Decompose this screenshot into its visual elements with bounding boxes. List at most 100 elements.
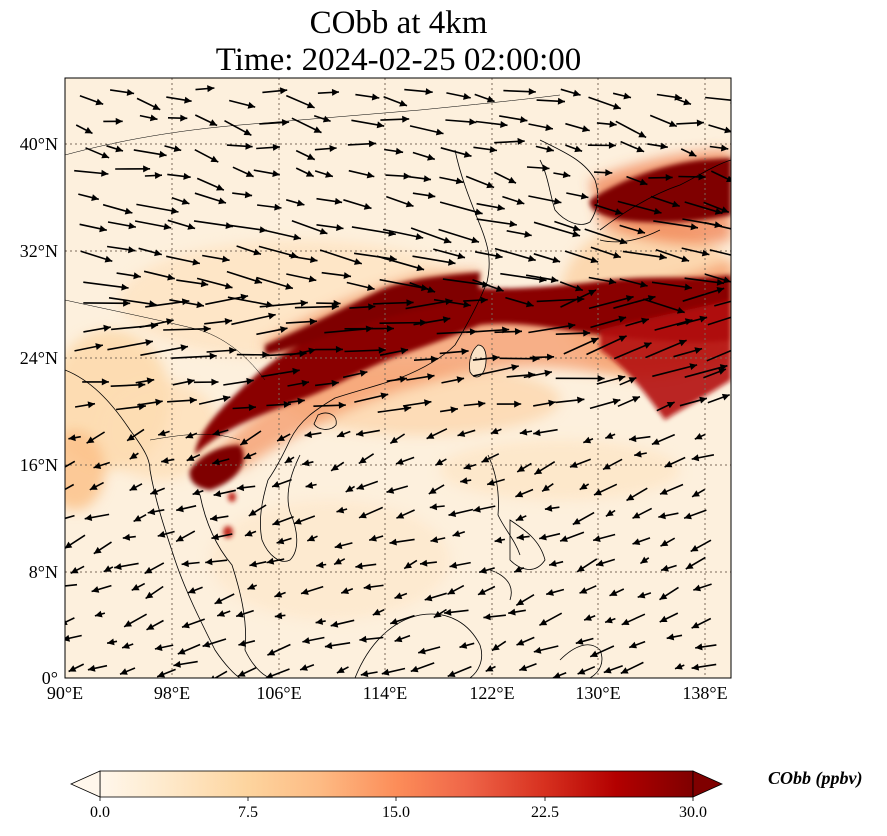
wind-vector-arrowhead	[101, 169, 109, 177]
lon-tick-label: 106°E	[256, 683, 302, 703]
wind-vector-arrowhead	[268, 312, 276, 320]
wind-vector-arrowhead	[95, 343, 103, 350]
wind-vector-arrowhead	[418, 647, 426, 655]
wind-vector-arrowhead	[180, 114, 188, 122]
wind-vector-arrowhead	[508, 176, 516, 184]
wind-vector-arrowhead	[435, 128, 444, 136]
wind-vector-arrowhead	[308, 347, 316, 355]
wind-vector-arrowhead	[129, 452, 138, 460]
wind-vector-arrowhead	[457, 252, 465, 260]
wind-vector-arrowhead	[145, 591, 154, 599]
wind-vector-arrowhead	[590, 256, 599, 264]
wind-vector-arrowhead	[301, 379, 309, 387]
wind-vector-arrowhead	[224, 282, 233, 290]
wind-vector-arrowhead	[618, 335, 627, 342]
wind-vector-arrowhead	[121, 283, 129, 291]
wind-vector-shaft	[494, 247, 536, 262]
wind-vector-arrowhead	[356, 483, 365, 490]
wind-vector-arrowhead	[334, 558, 342, 565]
wind-vector-arrowhead	[515, 490, 524, 498]
wind-vector-shaft	[65, 460, 76, 468]
wind-vector-arrowhead	[387, 325, 394, 333]
wind-vector-arrowhead	[399, 375, 408, 383]
wind-vector-arrowhead	[688, 150, 697, 157]
wind-vector-arrowhead	[181, 298, 190, 306]
wind-vector-arrowhead	[70, 567, 79, 574]
wind-vector-arrowhead	[173, 660, 181, 668]
wind-vector-shaft	[163, 327, 211, 331]
wind-vector-arrowhead	[427, 153, 435, 161]
wind-vector-arrowhead	[577, 396, 585, 404]
wind-vector-arrowhead	[216, 184, 224, 191]
wind-vector-arrowhead	[115, 117, 123, 125]
wind-vector-arrowhead	[548, 399, 556, 407]
wind-vector-shaft	[171, 355, 217, 359]
wind-vector-arrowhead	[107, 638, 115, 646]
wind-vector-arrowhead	[659, 615, 668, 622]
wind-vector-arrowhead	[514, 566, 522, 573]
wind-vector-arrowhead	[280, 326, 288, 333]
wind-vector-arrowhead	[546, 589, 554, 596]
wind-vector-arrowhead	[406, 299, 414, 307]
wind-vector-arrowhead	[144, 566, 153, 574]
wind-vector-arrowhead	[214, 597, 223, 604]
wind-vector-arrowhead	[128, 222, 136, 230]
wind-vector-arrowhead	[723, 276, 731, 284]
wind-vector-arrowhead	[689, 363, 698, 370]
wind-vector-arrowhead	[259, 226, 267, 234]
wind-vector-arrowhead	[423, 175, 431, 183]
wind-vector-arrowhead	[681, 255, 690, 263]
wind-vector-arrowhead	[103, 565, 112, 572]
wind-vector-arrowhead	[643, 342, 652, 349]
wind-vector-arrowhead	[685, 562, 694, 569]
wind-vector-arrowhead	[363, 583, 372, 591]
wind-vector-arrowhead	[84, 127, 93, 134]
wind-vector-shaft	[231, 313, 276, 326]
wind-vector-arrowhead	[534, 467, 543, 475]
wind-vector-arrowhead	[336, 666, 345, 673]
wind-vector-shaft	[259, 301, 308, 308]
wind-vector-arrowhead	[381, 668, 390, 676]
lon-tick-label: 130°E	[575, 683, 621, 703]
wind-vector-arrowhead	[701, 249, 710, 257]
wind-vector-arrowhead	[572, 230, 580, 238]
wind-vector-arrowhead	[170, 207, 179, 215]
wind-vector-arrowhead	[721, 393, 730, 401]
wind-vector-shaft	[410, 227, 452, 244]
wind-vector-arrowhead	[115, 145, 123, 153]
wind-vector-arrowhead	[133, 272, 141, 280]
wind-vector-arrowhead	[154, 172, 162, 179]
wind-vector-arrowhead	[211, 675, 215, 678]
wind-vector-arrowhead	[283, 401, 291, 408]
wind-vector-arrowhead	[369, 534, 377, 542]
wind-vector-arrowhead	[186, 454, 195, 461]
wind-vector-shaft	[442, 278, 490, 287]
wind-vector-arrowhead	[284, 456, 293, 463]
wind-vector-arrowhead	[358, 456, 367, 464]
wind-vector-arrowhead	[367, 284, 375, 291]
wind-vector-shaft	[472, 365, 519, 377]
wind-vector-arrowhead	[209, 352, 217, 360]
plume-core	[189, 158, 731, 538]
wind-vector-arrowhead	[187, 223, 196, 230]
wind-vector-arrowhead	[166, 318, 174, 325]
wind-vector-arrowhead	[386, 487, 395, 494]
wind-vector-arrowhead	[272, 518, 281, 526]
wind-vector-arrowhead	[694, 347, 703, 354]
wind-vector-arrowhead	[619, 237, 628, 245]
wind-vector-arrowhead	[114, 563, 122, 570]
wind-vector-arrowhead	[293, 233, 301, 241]
wind-vector-arrowhead	[582, 125, 590, 133]
wind-vector-arrowhead	[274, 612, 283, 620]
wind-vector-arrowhead	[87, 664, 96, 672]
wind-vector-arrowhead	[562, 171, 571, 179]
wind-vector-arrowhead	[553, 197, 562, 205]
wind-vector-arrowhead	[65, 541, 73, 549]
wind-vector-arrowhead	[641, 317, 649, 325]
wind-vector-arrowhead	[354, 258, 362, 265]
wind-vector-arrowhead	[281, 119, 290, 126]
wind-vector-arrowhead	[322, 115, 331, 123]
wind-vector-arrowhead	[517, 137, 525, 145]
wind-vector-arrowhead	[666, 633, 675, 641]
wind-vector-arrowhead	[605, 169, 613, 177]
